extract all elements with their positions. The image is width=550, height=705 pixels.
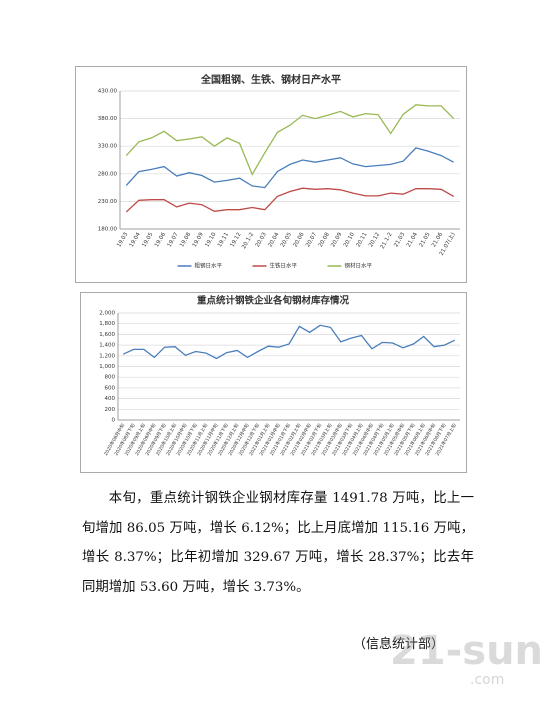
chart-frame <box>80 292 467 473</box>
legend-label: 钢材日水平 <box>345 262 373 270</box>
chart: 全国粗钢、生铁、钢材日产水平 180.00 230.00 280.00 330.00 3… <box>75 66 467 283</box>
y-tick-label: 330.00 <box>98 144 118 150</box>
y-tick-label: 1,400 <box>99 343 115 349</box>
chart-title: 全国粗钢、生铁、钢材日产水平 <box>200 73 341 86</box>
series-line <box>125 187 455 213</box>
y-tick-label: 2,000 <box>99 311 115 317</box>
watermark: 21-sun <box>390 628 544 674</box>
series-line <box>125 147 455 189</box>
chart-title: 重点统计钢铁企业各旬钢材库存情况 <box>197 295 350 307</box>
y-tick-label: 380.00 <box>98 116 118 122</box>
watermark: .com <box>470 672 505 688</box>
chart: 重点统计钢铁企业各旬钢材库存情况 0 200 400 600 800 1,000 1,200… <box>80 292 467 473</box>
legend-label: 粗钢日水平 <box>195 262 223 270</box>
y-tick-label: 180.00 <box>98 227 118 233</box>
series-line <box>125 104 455 176</box>
y-tick-label: 1,600 <box>99 332 115 338</box>
signature: （信息统计部） <box>353 637 445 652</box>
y-tick-label: 600 <box>105 385 116 391</box>
y-tick-label: 230.00 <box>98 199 118 205</box>
legend-label: 生铁日水平 <box>270 262 298 270</box>
y-tick-label: 400 <box>105 396 116 402</box>
y-tick-label: 1,800 <box>99 321 115 327</box>
y-tick-label: 280.00 <box>98 171 118 177</box>
y-tick-label: 200 <box>105 407 116 413</box>
y-tick-label: 0 <box>112 418 116 424</box>
series-line <box>122 324 456 360</box>
chart-frame <box>75 66 467 283</box>
y-tick-label: 1,200 <box>99 353 115 359</box>
y-tick-label: 1,000 <box>99 364 115 370</box>
y-tick-label: 800 <box>105 375 116 381</box>
paragraph: 本旬，重点统计钢铁企业钢材库存量 1491.78 万吨，比上一旬增加 86.05… <box>82 491 474 595</box>
y-tick-label: 430.00 <box>98 89 118 95</box>
